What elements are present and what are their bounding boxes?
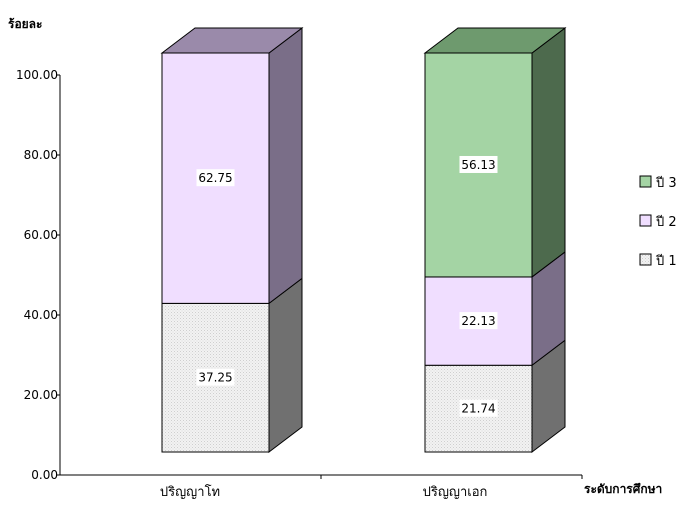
data-label: 37.25 — [198, 371, 232, 385]
legend-swatch — [639, 214, 652, 227]
data-label-box — [459, 155, 498, 173]
x-axis-title: ระดับการศึกษา — [584, 482, 662, 496]
bar-segment-side — [268, 277, 303, 454]
x-ticks: ปริญญาโท ปริญญาเอก — [160, 475, 583, 500]
y-tick-label: 60.00 — [24, 228, 58, 242]
legend-item: ปี 2 — [639, 214, 677, 230]
y-tick-label: 40.00 — [24, 308, 58, 322]
bar-top-face — [423, 27, 567, 54]
y-tick-label: 20.00 — [24, 388, 58, 402]
y-axis-title: ร้อยละ — [8, 17, 42, 31]
legend-item: ปี 3 — [639, 175, 677, 191]
bar-top-face — [160, 27, 304, 54]
legend-label: ปี 1 — [655, 253, 677, 269]
bar-segment-side — [531, 26, 566, 278]
legend-label: ปี 3 — [655, 175, 677, 191]
legend-swatch — [639, 175, 652, 188]
x-tick-label: ปริญญาโท — [160, 484, 220, 500]
bar-groups: 37.25 62.75 21.74 22.13 56.13 — [160, 26, 567, 454]
data-label: 62.75 — [198, 171, 232, 185]
legend-swatch — [639, 253, 652, 266]
data-label-box — [459, 399, 498, 417]
x-tick-label: ปริญญาเอก — [423, 485, 488, 500]
legend-item: ปี 1 — [639, 253, 677, 269]
legend-label: ปี 2 — [655, 214, 677, 230]
data-label-box — [459, 312, 498, 330]
y-tick-label: 100.00 — [16, 68, 58, 82]
y-tick-label: 0.00 — [31, 468, 58, 482]
y-ticks: 0.00 20.00 40.00 60.00 80.00 100.00 — [16, 68, 60, 482]
data-label-box — [196, 169, 235, 187]
data-label: 21.74 — [461, 402, 495, 416]
y-tick-label: 80.00 — [24, 148, 58, 162]
bar-group: 37.25 62.75 — [160, 26, 304, 454]
data-label: 22.13 — [461, 314, 495, 328]
data-label-box — [196, 368, 235, 386]
legend: ปี 3 ปี 2 ปี 1 — [639, 175, 677, 269]
bar-segment-side — [268, 26, 303, 305]
data-label: 56.13 — [461, 158, 495, 172]
bar-group: 21.74 22.13 56.13 — [423, 26, 567, 454]
